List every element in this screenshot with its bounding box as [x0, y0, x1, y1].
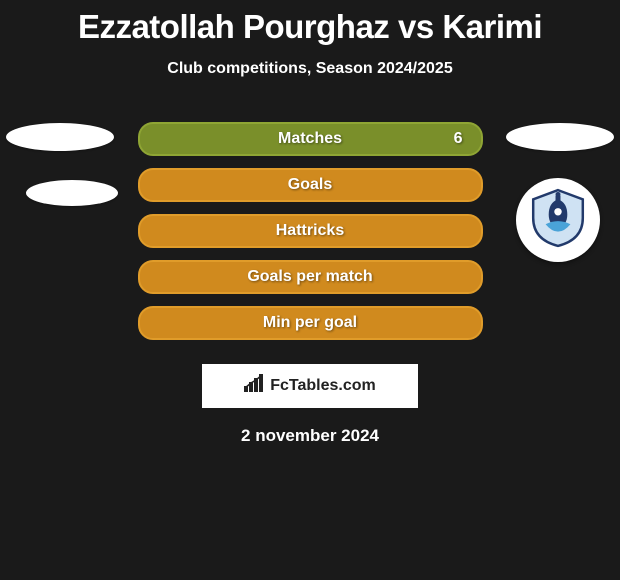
stat-label: Goals	[288, 176, 332, 194]
stat-pill: Min per goal	[138, 306, 483, 340]
stat-row-goals-per-match: Goals per match	[0, 254, 620, 300]
page-subtitle: Club competitions, Season 2024/2025	[0, 60, 620, 78]
source-logo: FcTables.com	[202, 364, 418, 408]
stat-row-matches: Matches 6	[0, 116, 620, 162]
stat-label: Hattricks	[276, 222, 344, 240]
stat-row-min-per-goal: Min per goal	[0, 300, 620, 346]
stat-pill: Goals	[138, 168, 483, 202]
logo-bars-icon	[244, 374, 270, 399]
stat-row-hattricks: Hattricks	[0, 208, 620, 254]
comparison-widget: Ezzatollah Pourghaz vs Karimi Club compe…	[0, 0, 620, 446]
stat-label: Goals per match	[247, 268, 372, 286]
stat-value-right: 6	[454, 130, 463, 148]
stat-pill: Hattricks	[138, 214, 483, 248]
stats-list: Matches 6 Goals Hattricks Goals per matc…	[0, 116, 620, 346]
stat-pill: Matches 6	[138, 122, 483, 156]
stat-row-goals: Goals	[0, 162, 620, 208]
stat-label: Matches	[278, 130, 342, 148]
logo-text: FcTables.com	[270, 377, 376, 395]
stat-label: Min per goal	[263, 314, 357, 332]
stat-pill: Goals per match	[138, 260, 483, 294]
date-text: 2 november 2024	[0, 426, 620, 446]
page-title: Ezzatollah Pourghaz vs Karimi	[0, 0, 620, 46]
